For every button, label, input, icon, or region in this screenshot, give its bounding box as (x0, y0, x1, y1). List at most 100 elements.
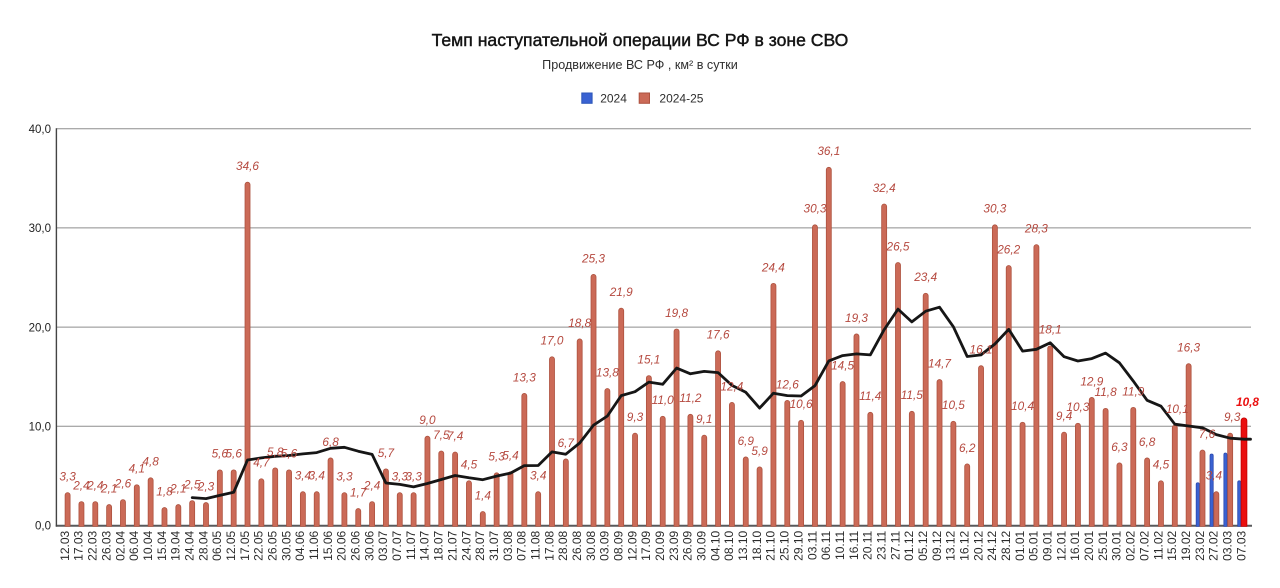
svg-text:2,4: 2,4 (72, 479, 90, 493)
svg-text:2,4: 2,4 (86, 479, 104, 493)
svg-text:16.11: 16.11 (847, 530, 861, 559)
svg-text:1,7: 1,7 (350, 485, 367, 499)
svg-text:12.05: 12.05 (224, 530, 238, 560)
svg-text:27.02: 27.02 (1207, 530, 1221, 560)
svg-text:05.01: 05.01 (1027, 530, 1041, 560)
svg-text:20.12: 20.12 (971, 530, 985, 560)
svg-text:19,3: 19,3 (845, 311, 868, 325)
svg-text:07.03: 07.03 (1234, 530, 1248, 560)
svg-text:10,0: 10,0 (29, 422, 51, 434)
svg-text:10,5: 10,5 (942, 398, 965, 412)
svg-text:9,1: 9,1 (696, 412, 712, 426)
svg-text:3,4: 3,4 (308, 469, 325, 483)
svg-text:9,3: 9,3 (627, 410, 644, 424)
svg-text:13,8: 13,8 (596, 365, 619, 379)
svg-text:6,8: 6,8 (1139, 435, 1156, 449)
svg-text:21,9: 21,9 (609, 285, 633, 299)
svg-text:25.01: 25.01 (1096, 530, 1110, 560)
svg-text:06.04: 06.04 (127, 530, 141, 560)
svg-text:2024: 2024 (600, 91, 627, 105)
svg-text:7,5: 7,5 (433, 428, 450, 442)
svg-text:20.01: 20.01 (1082, 530, 1096, 560)
svg-text:15.02: 15.02 (1165, 530, 1179, 560)
svg-text:16.12: 16.12 (958, 530, 972, 560)
svg-text:24.07: 24.07 (459, 530, 473, 560)
svg-text:4,8: 4,8 (142, 455, 159, 469)
svg-text:0,0: 0,0 (35, 521, 51, 533)
svg-text:25.10: 25.10 (778, 530, 792, 560)
svg-text:13.12: 13.12 (944, 530, 958, 560)
svg-text:12,9: 12,9 (1080, 374, 1103, 388)
svg-text:4,1: 4,1 (129, 462, 145, 476)
svg-text:07.08: 07.08 (515, 530, 529, 560)
svg-text:26.06: 26.06 (349, 530, 363, 560)
svg-text:2,6: 2,6 (114, 477, 132, 491)
svg-text:20.11: 20.11 (861, 530, 875, 559)
svg-text:18.10: 18.10 (750, 530, 764, 560)
svg-text:20.09: 20.09 (653, 530, 667, 560)
svg-text:10,1: 10,1 (1166, 402, 1189, 416)
svg-text:19,8: 19,8 (665, 306, 688, 320)
svg-text:26.05: 26.05 (266, 530, 280, 560)
svg-text:04.10: 04.10 (708, 530, 722, 560)
svg-text:26,2: 26,2 (996, 242, 1020, 256)
svg-text:28.08: 28.08 (556, 530, 570, 560)
svg-text:14.07: 14.07 (418, 530, 432, 560)
svg-text:10,3: 10,3 (1066, 400, 1089, 414)
svg-text:24.12: 24.12 (985, 530, 999, 560)
svg-text:30,3: 30,3 (983, 202, 1006, 216)
svg-text:24.04: 24.04 (183, 530, 197, 560)
svg-text:6,3: 6,3 (1111, 440, 1128, 454)
svg-text:5,4: 5,4 (502, 449, 519, 463)
svg-text:4,5: 4,5 (1153, 458, 1170, 472)
svg-text:12.09: 12.09 (625, 530, 639, 560)
svg-text:3,3: 3,3 (405, 470, 422, 484)
svg-text:15.04: 15.04 (155, 530, 169, 560)
svg-text:03.09: 03.09 (598, 530, 612, 560)
svg-text:10.11: 10.11 (833, 530, 847, 559)
svg-text:9,4: 9,4 (1056, 409, 1073, 423)
svg-text:9,0: 9,0 (419, 413, 436, 427)
svg-text:11.08: 11.08 (529, 530, 543, 559)
svg-text:06.05: 06.05 (210, 530, 224, 560)
svg-text:26.08: 26.08 (570, 530, 584, 560)
svg-text:08.10: 08.10 (722, 530, 736, 560)
svg-text:21.07: 21.07 (445, 530, 459, 560)
svg-text:12.01: 12.01 (1054, 530, 1068, 560)
svg-text:11,2: 11,2 (679, 391, 702, 405)
svg-text:17.08: 17.08 (542, 530, 556, 560)
svg-text:27.11: 27.11 (888, 530, 902, 559)
svg-text:5,8: 5,8 (267, 445, 284, 459)
svg-text:36,1: 36,1 (817, 144, 840, 158)
svg-text:30.05: 30.05 (279, 530, 293, 560)
svg-text:07.07: 07.07 (390, 530, 404, 560)
svg-text:23.09: 23.09 (667, 530, 681, 560)
svg-text:02.04: 02.04 (113, 530, 127, 560)
svg-text:5,6: 5,6 (281, 447, 298, 461)
svg-text:17.09: 17.09 (639, 530, 653, 560)
svg-text:5,9: 5,9 (751, 444, 768, 458)
svg-text:1,4: 1,4 (475, 488, 492, 502)
svg-text:5,6: 5,6 (225, 447, 242, 461)
svg-text:03.07: 03.07 (376, 530, 390, 560)
svg-text:24,4: 24,4 (761, 260, 785, 274)
svg-text:14,7: 14,7 (928, 357, 951, 371)
svg-text:10.04: 10.04 (141, 530, 155, 560)
svg-text:23.02: 23.02 (1193, 530, 1207, 560)
svg-text:30.01: 30.01 (1110, 530, 1124, 560)
svg-text:3,3: 3,3 (336, 470, 353, 484)
svg-text:2,4: 2,4 (363, 479, 381, 493)
svg-text:01.01: 01.01 (1013, 530, 1027, 560)
svg-text:06.11: 06.11 (819, 530, 833, 559)
svg-text:11.06: 11.06 (307, 530, 321, 559)
svg-text:22.05: 22.05 (252, 530, 266, 560)
svg-text:3,3: 3,3 (59, 470, 76, 484)
svg-text:17.03: 17.03 (72, 530, 86, 560)
svg-text:09.01: 09.01 (1041, 530, 1055, 560)
svg-text:16,1: 16,1 (970, 343, 993, 357)
svg-text:2,1: 2,1 (100, 482, 117, 496)
svg-text:11.07: 11.07 (404, 530, 418, 559)
svg-text:16,3: 16,3 (1177, 341, 1200, 355)
svg-text:11,9: 11,9 (1122, 384, 1145, 398)
svg-text:15.06: 15.06 (321, 530, 335, 560)
